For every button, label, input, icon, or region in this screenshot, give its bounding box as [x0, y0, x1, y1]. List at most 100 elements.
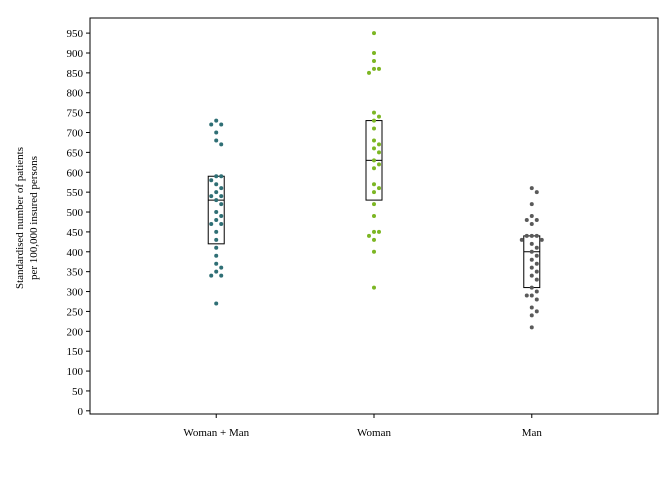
y-tick-label: 800 [67, 88, 84, 100]
data-point [214, 253, 219, 258]
data-point [209, 221, 214, 226]
y-tick-label: 550 [67, 187, 84, 199]
data-point [214, 198, 219, 203]
data-point [534, 217, 539, 222]
data-point [219, 186, 224, 191]
data-point [209, 273, 214, 278]
y-label-line: Standardised number of patients [14, 147, 26, 289]
x-tick-label: Man [522, 427, 543, 439]
data-point [372, 146, 376, 151]
y-tick-label: 300 [67, 287, 84, 299]
data-point [534, 277, 539, 282]
data-point [372, 58, 376, 63]
data-point [214, 217, 219, 222]
data-point [529, 241, 534, 246]
data-point [534, 190, 539, 195]
data-point [529, 202, 534, 207]
data-point [219, 194, 224, 199]
y-tick-label: 650 [67, 147, 84, 159]
y-tick-label: 150 [67, 346, 84, 358]
y-tick-label: 0 [78, 406, 84, 418]
data-point [529, 305, 534, 310]
y-tick-label: 400 [67, 247, 84, 259]
x-tick-label: Woman [357, 427, 391, 439]
data-point [524, 217, 529, 222]
data-point [372, 110, 376, 115]
data-point [372, 50, 376, 55]
data-point [534, 245, 539, 250]
data-point [377, 142, 381, 147]
data-point [529, 257, 534, 262]
data-point [219, 122, 224, 127]
data-point [214, 261, 219, 266]
data-point [214, 190, 219, 195]
data-point [214, 237, 219, 242]
data-point [529, 221, 534, 226]
data-point [524, 293, 529, 298]
data-point [529, 313, 534, 318]
y-label-line: per 100,000 insured persons [28, 156, 40, 280]
data-point [529, 285, 534, 290]
data-point [372, 214, 376, 218]
data-point [214, 301, 219, 306]
y-tick-label: 450 [67, 227, 84, 239]
data-point [534, 309, 539, 314]
data-point [377, 66, 381, 71]
data-point [214, 138, 219, 143]
data-point [372, 31, 376, 36]
data-point [219, 265, 224, 270]
data-point [524, 233, 529, 238]
data-point [372, 237, 376, 242]
data-point [377, 229, 381, 234]
data-point [209, 178, 214, 183]
data-point [377, 114, 381, 119]
data-point [519, 237, 524, 242]
data-point [377, 162, 381, 167]
data-point [219, 174, 224, 179]
data-point [372, 182, 376, 187]
data-point [219, 221, 224, 226]
data-point [372, 285, 376, 290]
data-point [534, 261, 539, 266]
data-point [214, 182, 219, 187]
data-point [529, 273, 534, 278]
data-point [372, 138, 376, 143]
y-tick-label: 200 [67, 326, 84, 338]
data-point [214, 118, 219, 123]
data-point [219, 273, 224, 278]
y-tick-label: 750 [67, 108, 84, 120]
data-point [219, 142, 224, 147]
data-point [372, 190, 376, 195]
data-point [539, 237, 544, 242]
y-tick-label: 500 [67, 207, 84, 219]
data-point [214, 174, 219, 179]
data-point [372, 158, 376, 163]
y-tick-label: 100 [67, 366, 84, 378]
data-point [372, 126, 376, 131]
data-point [372, 118, 376, 123]
y-tick-label: 600 [67, 167, 84, 179]
data-point [219, 202, 224, 207]
data-point [534, 253, 539, 258]
data-point [372, 66, 376, 71]
x-tick-label: Woman + Man [183, 427, 249, 439]
data-point [529, 233, 534, 238]
y-tick-label: 250 [67, 306, 84, 318]
data-point [529, 214, 534, 218]
data-point [372, 229, 376, 234]
data-point [529, 186, 534, 191]
data-point [534, 289, 539, 294]
y-tick-label: 900 [67, 48, 84, 60]
data-point [209, 194, 214, 199]
data-point [377, 150, 381, 155]
y-tick-label: 50 [72, 386, 84, 398]
data-point [214, 269, 219, 274]
data-point [367, 233, 371, 238]
data-point [377, 186, 381, 191]
data-point [372, 166, 376, 171]
data-point [534, 269, 539, 274]
data-point [219, 214, 224, 218]
data-point [529, 265, 534, 270]
data-point [214, 210, 219, 215]
y-axis-label: Standardised number of patients per 100,… [14, 147, 40, 289]
